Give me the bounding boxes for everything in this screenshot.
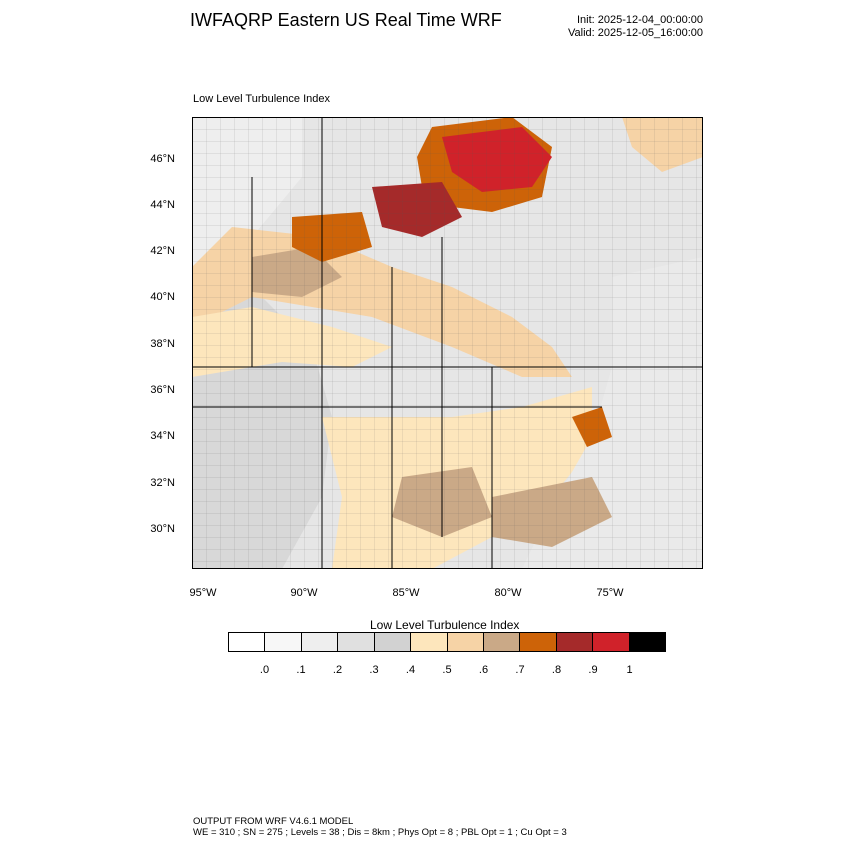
colorbar-tick-label: .4 [405, 664, 416, 676]
latitude-label: 32°N [150, 477, 175, 489]
colorbar-swatch [301, 633, 339, 651]
init-time: Init: 2025-12-04_00:00:00 [577, 14, 703, 26]
turbulence-map [192, 117, 703, 569]
colorbar-tick-label: .9 [588, 664, 598, 676]
colorbar-swatch [338, 633, 375, 651]
longitude-label: 75°W [596, 587, 624, 599]
latitude-label: 40°N [150, 291, 175, 303]
latitude-label: 34°N [150, 430, 175, 442]
colorbar-tick-label: .5 [442, 664, 452, 676]
colorbar-swatch [520, 633, 557, 651]
longitude-label: 90°W [290, 587, 318, 599]
map-border [192, 117, 703, 569]
colorbar-swatch [374, 633, 412, 651]
latitude-label: 42°N [150, 245, 175, 257]
longitude-label: 95°W [189, 587, 217, 599]
latitude-label: 38°N [150, 338, 175, 350]
colorbar-tick-label: .0 [259, 664, 270, 676]
colorbar-swatch [483, 633, 521, 651]
model-footer: OUTPUT FROM WRF V4.6.1 MODEL WE = 310 ; … [193, 816, 567, 838]
footer-line-2: WE = 310 ; SN = 275 ; Levels = 38 ; Dis … [193, 827, 567, 838]
colorbar-tick-label: .1 [296, 664, 306, 676]
colorbar-tick-label: .6 [478, 664, 489, 676]
colorbar-swatch [593, 633, 630, 651]
latitude-label: 36°N [150, 384, 175, 396]
colorbar-swatch [265, 633, 302, 651]
init-valid-times: Init: 2025-12-04_00:00:00 Valid: 2025-12… [568, 14, 703, 40]
state-lines [192, 117, 703, 569]
panel-title: Low Level Turbulence Index [193, 93, 330, 105]
latitude-label: 44°N [150, 199, 175, 211]
footer-line-1: OUTPUT FROM WRF V4.6.1 MODEL [193, 816, 354, 827]
colorbar-tick-label: .2 [332, 664, 343, 676]
colorbar-tick-label: 1 [626, 664, 633, 676]
colorbar-tick-label: .3 [369, 664, 379, 676]
colorbar-swatch [229, 633, 266, 651]
county-lines [192, 117, 703, 569]
colorbar-tick-label: .7 [515, 664, 525, 676]
colorbar-swatch [447, 633, 484, 651]
longitude-label: 80°W [494, 587, 522, 599]
colorbar-swatch [411, 633, 448, 651]
colorbar-swatch [629, 633, 666, 651]
latitude-label: 30°N [150, 523, 175, 535]
longitude-label: 85°W [392, 587, 420, 599]
colorbar [228, 632, 666, 652]
colorbar-title: Low Level Turbulence Index [370, 618, 520, 632]
colorbar-tick-label: .8 [551, 664, 562, 676]
main-title: IWFAQRP Eastern US Real Time WRF [190, 10, 502, 30]
valid-time: Valid: 2025-12-05_16:00:00 [568, 27, 703, 39]
latitude-label: 46°N [150, 153, 175, 165]
colorbar-swatch [556, 633, 594, 651]
